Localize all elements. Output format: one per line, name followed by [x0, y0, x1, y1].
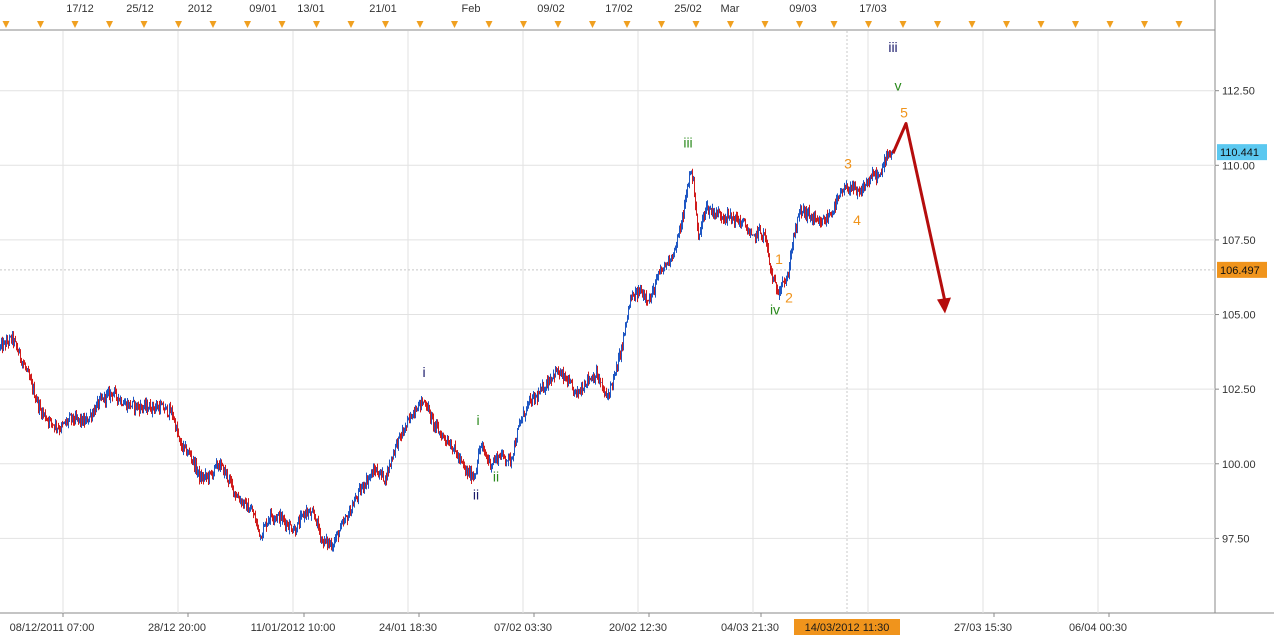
top-time-axis	[0, 0, 1215, 30]
time-marker-icon	[1003, 21, 1010, 28]
projection-arrow	[891, 122, 947, 302]
time-marker-icon	[1106, 21, 1114, 28]
x-tick-label: 08/12/2011 07:00	[10, 622, 95, 634]
y-tick-label: 112.50	[1222, 86, 1255, 98]
wave-label: i	[422, 364, 425, 380]
top-axis-label: 09/01	[249, 3, 277, 15]
time-marker-icon	[209, 21, 217, 28]
x-tick-label: 04/03 21:30	[721, 622, 779, 634]
top-axis-label: 2012	[188, 3, 212, 15]
time-marker-icon	[1141, 21, 1148, 28]
time-marker-icon	[451, 21, 458, 28]
y-tick-label: 110.00	[1222, 160, 1255, 172]
wave-label: 2	[785, 290, 793, 306]
top-axis-label: 25/02	[674, 3, 702, 15]
top-axis-label: Mar	[721, 3, 740, 15]
time-marker-icon	[968, 21, 976, 28]
wave-label: ii	[473, 487, 479, 503]
y-tick-label: 100.00	[1222, 459, 1256, 471]
time-marker-icon	[692, 21, 700, 28]
time-marker-icon	[1037, 21, 1045, 28]
projection-arrow-head	[937, 297, 951, 314]
price-axis: 112.50 110.00 107.50 105.00 102.50 100.00 97.5…	[1215, 86, 1256, 545]
time-marker-icon	[140, 21, 148, 28]
top-axis-label: 13/01	[297, 3, 325, 15]
time-marker-icon	[727, 21, 734, 28]
y-tick-label: 107.50	[1222, 235, 1256, 247]
time-marker-icon	[1175, 21, 1183, 28]
top-axis-label: 17/12	[66, 3, 94, 15]
wave-label: 5	[900, 105, 908, 121]
x-tick-label: 11/01/2012 10:00	[251, 622, 336, 634]
crosshair-time-box	[794, 619, 900, 635]
top-axis-label: 09/02	[537, 3, 565, 15]
x-tick-label: 24/01 18:30	[379, 622, 437, 634]
time-marker-icon	[796, 21, 803, 28]
time-marker-icon	[865, 21, 872, 28]
top-axis-label: Feb	[462, 3, 481, 15]
x-tick-label: 20/02 12:30	[609, 622, 667, 634]
time-marker-icon	[761, 21, 769, 28]
time-marker-icon	[2, 21, 10, 28]
wave-label: 1	[775, 251, 783, 267]
time-marker-icon	[589, 21, 596, 28]
y-tick-label: 97.50	[1222, 533, 1250, 545]
bottom-time-axis: 08/12/2011 07:00 28/12 20:00 11/01/2012 10…	[10, 613, 1127, 635]
wave-label: iii	[683, 134, 692, 150]
time-marker-icon	[175, 21, 182, 28]
time-marker-icon	[485, 21, 493, 28]
wave-label: 4	[853, 212, 861, 228]
top-axis-label: 17/03	[859, 3, 887, 15]
x-tick-label: 06/04 00:30	[1069, 622, 1127, 634]
top-axis-label: 25/12	[126, 3, 154, 15]
time-marker-icon	[554, 21, 562, 28]
time-marker-icon	[382, 21, 389, 28]
y-tick-label: 105.00	[1222, 310, 1256, 322]
time-marker-icon	[830, 21, 838, 28]
wave-label: ii	[493, 469, 499, 485]
top-axis-label: 21/01	[369, 3, 397, 15]
time-marker-icon	[37, 21, 44, 28]
crosshair-time-label: 14/03/2012 11:30	[805, 622, 890, 634]
time-marker-icon	[244, 21, 251, 28]
time-marker-icon	[520, 21, 527, 28]
time-marker-icon	[347, 21, 355, 28]
wave-label: iv	[770, 302, 780, 318]
wave-label: iii	[888, 39, 897, 55]
price-marker-box	[1217, 144, 1267, 161]
price-marker-box	[1217, 261, 1267, 278]
top-axis-label: 09/03	[789, 3, 817, 15]
x-tick-label: 27/03 15:30	[954, 622, 1012, 634]
time-marker-icon	[106, 21, 113, 28]
time-marker-icon	[623, 21, 631, 28]
time-marker-icon	[1072, 21, 1079, 28]
x-tick-label: 07/02 03:30	[494, 622, 552, 634]
time-marker-icon	[278, 21, 286, 28]
price-series	[0, 149, 893, 552]
top-axis-label: 17/02	[605, 3, 633, 15]
wave-label: i	[476, 412, 479, 428]
plot-area[interactable]	[0, 31, 1215, 613]
time-marker-icon	[658, 21, 665, 28]
time-marker-icon	[416, 21, 424, 28]
time-marker-icon	[934, 21, 941, 28]
wave-label: 3	[844, 155, 852, 171]
time-marker-icon	[899, 21, 907, 28]
wave-label: v	[895, 78, 902, 94]
price-marker-label: 110.441	[1220, 147, 1259, 159]
time-marker-icon	[313, 21, 320, 28]
price-marker-label: 106.497	[1220, 265, 1260, 277]
time-marker-icon	[71, 21, 79, 28]
y-tick-label: 102.50	[1222, 384, 1256, 396]
x-tick-label: 28/12 20:00	[148, 622, 206, 634]
